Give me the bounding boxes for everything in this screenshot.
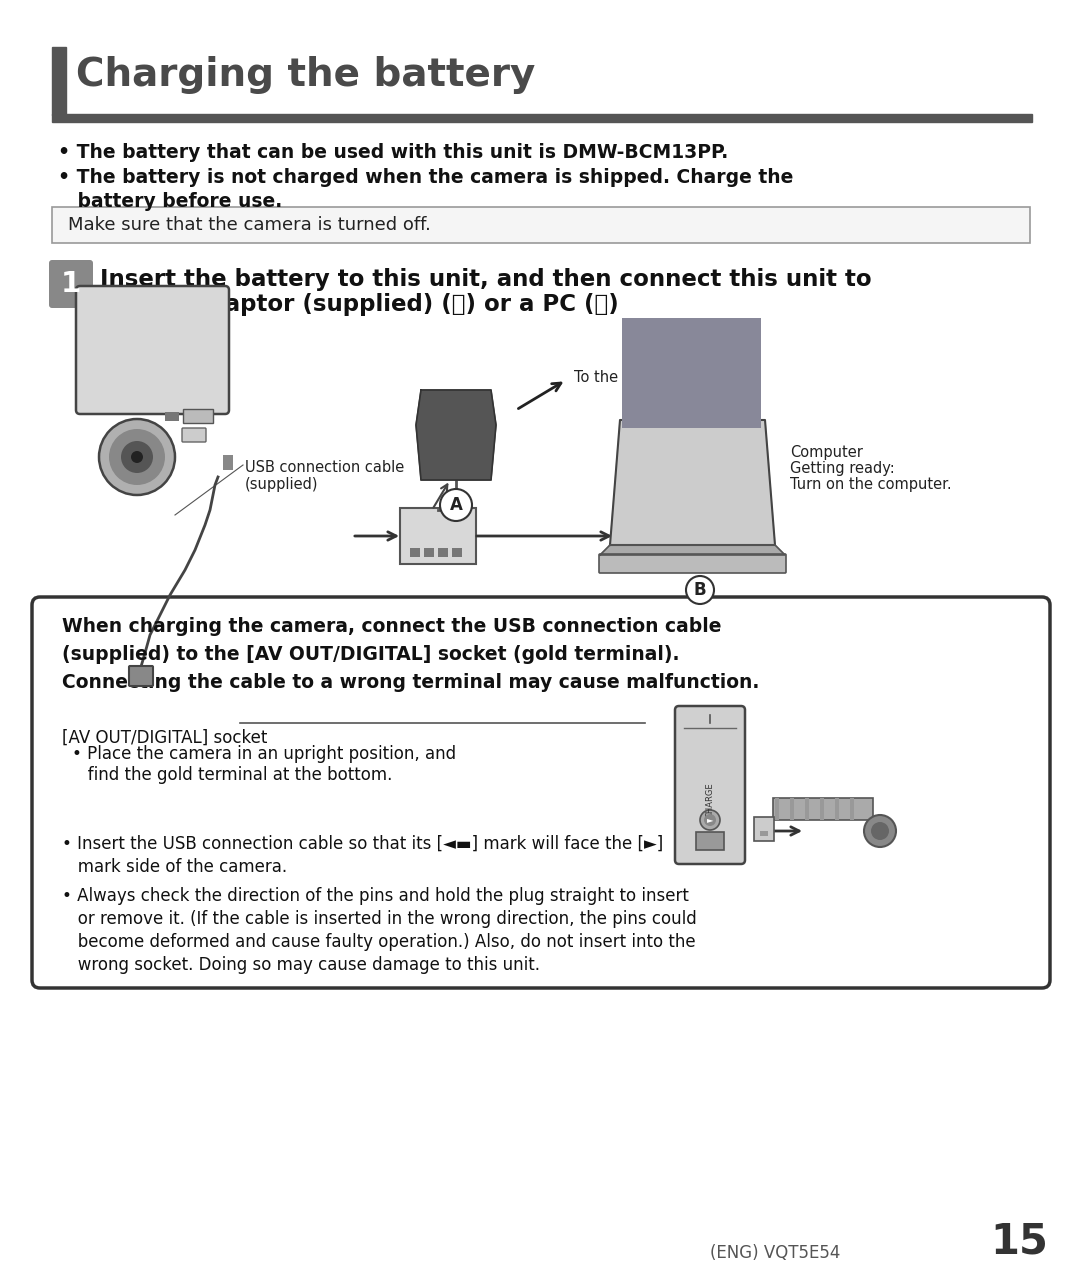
Bar <box>773 798 873 820</box>
Text: • Place the camera in an upright position, and: • Place the camera in an upright positio… <box>72 745 456 763</box>
Circle shape <box>870 822 889 840</box>
Bar <box>183 409 213 423</box>
FancyBboxPatch shape <box>32 598 1050 988</box>
Text: 15: 15 <box>990 1219 1048 1262</box>
Polygon shape <box>416 391 496 481</box>
Text: mark side of the camera.: mark side of the camera. <box>62 858 287 876</box>
Text: Computer: Computer <box>789 445 863 460</box>
Circle shape <box>704 813 716 826</box>
FancyBboxPatch shape <box>754 817 774 840</box>
Text: Getting ready:: Getting ready: <box>789 461 894 475</box>
Polygon shape <box>600 545 785 555</box>
Text: • Insert the USB connection cable so that its [◄▬] mark will face the [►]: • Insert the USB connection cable so tha… <box>62 835 663 853</box>
Circle shape <box>440 490 472 520</box>
Bar <box>835 798 839 820</box>
Text: or remove it. (If the cable is inserted in the wrong direction, the pins could: or remove it. (If the cable is inserted … <box>62 910 697 928</box>
FancyBboxPatch shape <box>129 666 153 686</box>
Text: become deformed and cause faulty operation.) Also, do not insert into the: become deformed and cause faulty operati… <box>62 933 696 951</box>
Bar <box>850 798 854 820</box>
Bar <box>820 798 824 820</box>
Bar <box>52 207 1030 243</box>
Bar <box>52 48 66 114</box>
Text: CHARGE: CHARGE <box>705 783 715 817</box>
Circle shape <box>864 815 896 847</box>
Bar <box>775 798 779 820</box>
Text: USB connection cable: USB connection cable <box>245 460 404 475</box>
Circle shape <box>109 429 165 484</box>
Text: Insert the battery to this unit, and then connect this unit to: Insert the battery to this unit, and the… <box>100 269 872 290</box>
Bar <box>805 798 809 820</box>
Text: [AV OUT/DIGITAL] socket: [AV OUT/DIGITAL] socket <box>62 729 268 747</box>
FancyBboxPatch shape <box>675 705 745 864</box>
Circle shape <box>121 441 153 473</box>
Text: battery before use.: battery before use. <box>58 191 282 211</box>
Bar <box>424 547 434 556</box>
Bar <box>453 547 462 556</box>
Bar <box>222 455 233 470</box>
Bar <box>760 831 768 837</box>
Bar <box>165 412 179 421</box>
Text: A: A <box>449 496 462 514</box>
Text: Connecting the cable to a wrong terminal may cause malfunction.: Connecting the cable to a wrong terminal… <box>62 673 759 693</box>
Bar <box>438 547 448 556</box>
Circle shape <box>131 451 143 463</box>
Circle shape <box>686 576 714 604</box>
Text: Turn on the computer.: Turn on the computer. <box>789 477 951 492</box>
FancyBboxPatch shape <box>76 287 229 414</box>
Circle shape <box>99 419 175 495</box>
Bar <box>52 114 1032 122</box>
Text: Make sure that the camera is turned off.: Make sure that the camera is turned off. <box>68 216 431 234</box>
FancyBboxPatch shape <box>49 260 93 308</box>
Circle shape <box>700 810 720 830</box>
Text: • Always check the direction of the pins and hold the plug straight to insert: • Always check the direction of the pins… <box>62 887 689 905</box>
Text: To the electrical outlet: To the electrical outlet <box>573 370 738 384</box>
Polygon shape <box>610 420 775 545</box>
Bar <box>789 798 794 820</box>
Text: B: B <box>693 581 706 599</box>
Text: (ENG) VQT5E54: (ENG) VQT5E54 <box>710 1244 840 1262</box>
Text: (supplied) to the [AV OUT/DIGITAL] socket (gold terminal).: (supplied) to the [AV OUT/DIGITAL] socke… <box>62 645 679 664</box>
Text: wrong socket. Doing so may cause damage to this unit.: wrong socket. Doing so may cause damage … <box>62 956 540 974</box>
FancyBboxPatch shape <box>599 554 786 573</box>
Text: • The battery that can be used with this unit is DMW-BCM13PP.: • The battery that can be used with this… <box>58 143 728 162</box>
Bar <box>696 831 724 849</box>
Text: • The battery is not charged when the camera is shipped. Charge the: • The battery is not charged when the ca… <box>58 168 794 188</box>
FancyBboxPatch shape <box>183 428 206 442</box>
Text: Charging the battery: Charging the battery <box>76 57 536 94</box>
Text: ►: ► <box>706 816 713 825</box>
FancyBboxPatch shape <box>400 508 476 564</box>
Text: the AC adaptor (supplied) (Ⓐ) or a PC (Ⓑ): the AC adaptor (supplied) (Ⓐ) or a PC (Ⓑ… <box>100 293 619 316</box>
Text: When charging the camera, connect the USB connection cable: When charging the camera, connect the US… <box>62 617 721 636</box>
Text: 1: 1 <box>60 270 81 298</box>
Bar <box>410 547 420 556</box>
Text: (supplied): (supplied) <box>245 477 319 492</box>
Text: find the gold terminal at the bottom.: find the gold terminal at the bottom. <box>72 766 392 784</box>
Bar <box>622 317 761 428</box>
